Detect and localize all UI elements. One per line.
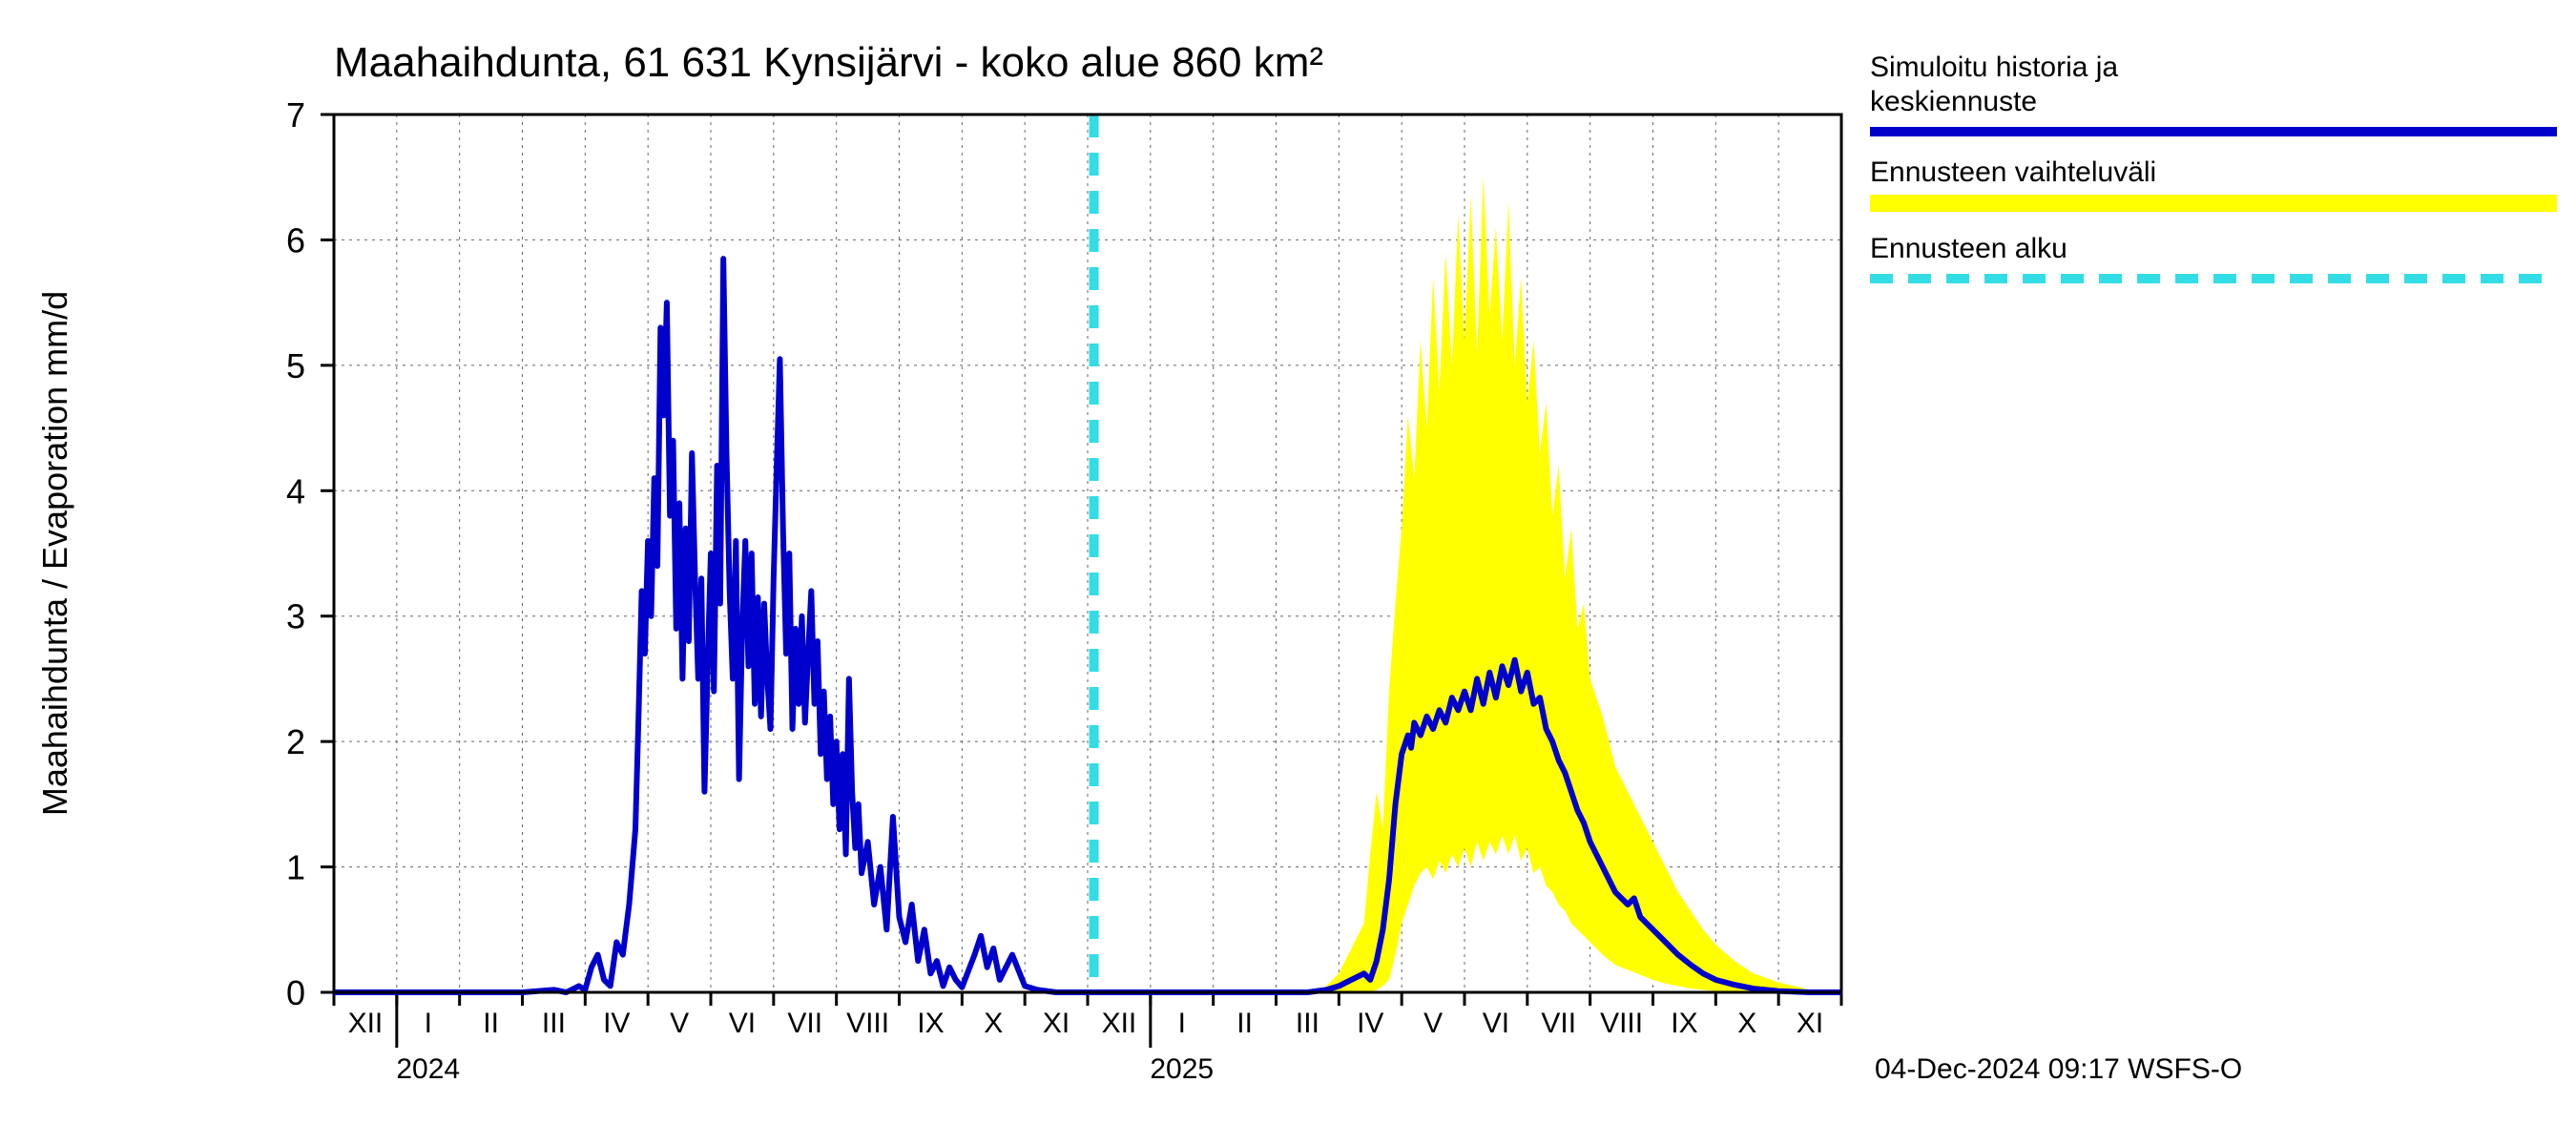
- x-tick-label: V: [1423, 1008, 1443, 1039]
- y-tick-label: 5: [286, 346, 305, 385]
- chart-bg: [0, 0, 2576, 1145]
- x-tick-label: X: [984, 1008, 1003, 1039]
- legend-start-label: Ennusteen alku: [1870, 233, 2067, 264]
- chart-title: Maahaihdunta, 61 631 Kynsijärvi - koko a…: [334, 39, 1323, 86]
- x-tick-label: VI: [1483, 1008, 1509, 1039]
- y-tick-label: 2: [286, 722, 305, 761]
- x-tick-label: II: [483, 1008, 499, 1039]
- legend-sim-label-2: keskiennuste: [1870, 86, 2037, 117]
- x-tick-label: IX: [1671, 1008, 1697, 1039]
- y-tick-label: 4: [286, 471, 305, 510]
- x-tick-label: XII: [348, 1008, 384, 1039]
- x-tick-label: XII: [1102, 1008, 1137, 1039]
- chart-footer: 04-Dec-2024 09:17 WSFS-O: [1875, 1053, 2242, 1085]
- x-tick-label: X: [1737, 1008, 1756, 1039]
- x-tick-label: VII: [1541, 1008, 1576, 1039]
- year-label: 2024: [396, 1053, 460, 1085]
- y-axis-label: Maahaihdunta / Evaporation mm/d: [35, 291, 74, 816]
- x-tick-label: I: [1178, 1008, 1186, 1039]
- x-tick-label: XI: [1797, 1008, 1823, 1039]
- x-tick-label: III: [542, 1008, 566, 1039]
- x-tick-label: VIII: [846, 1008, 889, 1039]
- x-tick-label: VIII: [1600, 1008, 1643, 1039]
- x-tick-label: IV: [1357, 1008, 1383, 1039]
- year-label: 2025: [1150, 1053, 1214, 1085]
- x-tick-label: II: [1236, 1008, 1253, 1039]
- x-tick-label: V: [670, 1008, 689, 1039]
- evaporation-chart: 01234567XIIIIIIIIIVVVIVIIVIIIIXXXIXIIIII…: [0, 0, 2576, 1145]
- legend-sim-label: Simuloitu historia ja: [1870, 52, 2118, 83]
- legend-range-label: Ennusteen vaihteluväli: [1870, 156, 2156, 188]
- y-tick-label: 6: [286, 220, 305, 260]
- x-tick-label: III: [1296, 1008, 1319, 1039]
- chart-container: 01234567XIIIIIIIIIVVVIVIIVIIIIXXXIXIIIII…: [0, 0, 2576, 1145]
- y-tick-label: 1: [286, 848, 305, 887]
- x-tick-label: IX: [917, 1008, 944, 1039]
- y-tick-label: 0: [286, 973, 305, 1012]
- x-tick-label: IV: [603, 1008, 630, 1039]
- legend-range-swatch: [1870, 195, 2557, 212]
- x-tick-label: XI: [1043, 1008, 1070, 1039]
- x-tick-label: VII: [787, 1008, 822, 1039]
- y-tick-label: 7: [286, 95, 305, 135]
- x-tick-label: VI: [729, 1008, 756, 1039]
- x-tick-label: I: [425, 1008, 432, 1039]
- y-tick-label: 3: [286, 597, 305, 636]
